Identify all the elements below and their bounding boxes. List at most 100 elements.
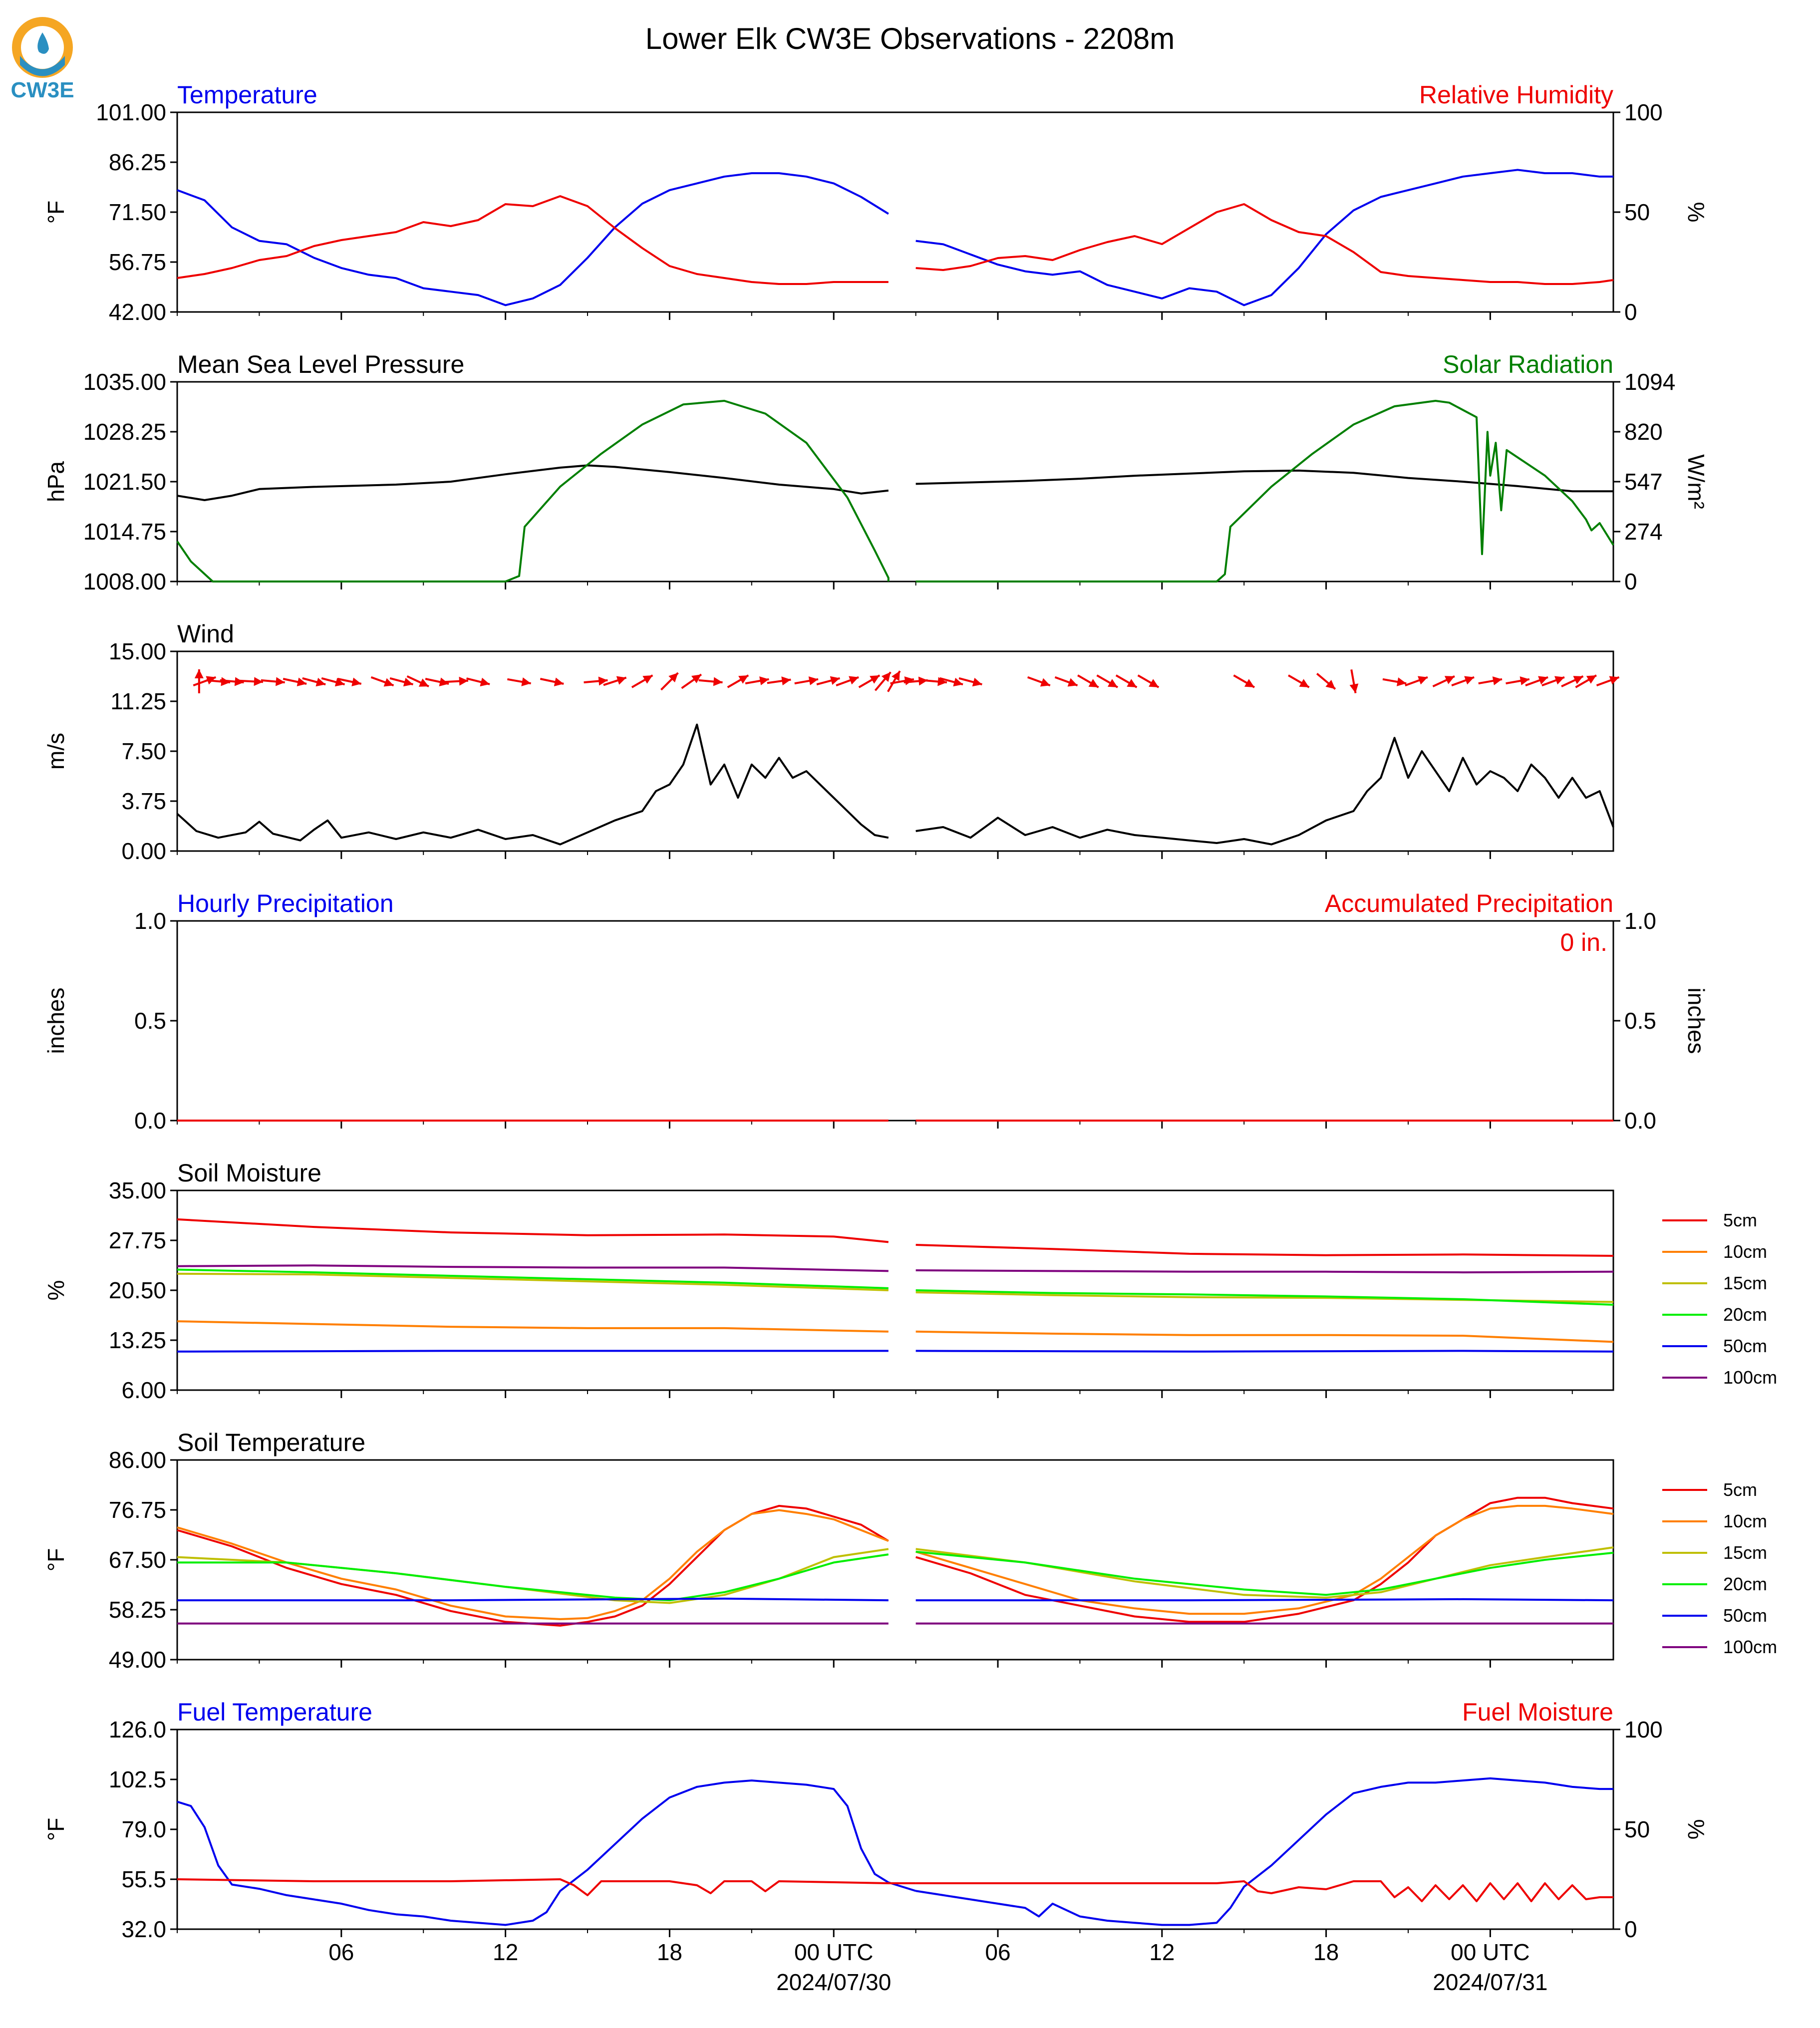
- panel-title-left: Mean Sea Level Pressure: [177, 350, 464, 378]
- wind-arrow: [958, 677, 982, 687]
- series-line-solar-radiation: [176, 400, 890, 582]
- wind-arrow-head: [1107, 679, 1118, 687]
- wind-arrow-head: [1349, 683, 1359, 693]
- y-tick-label-right: 1094: [1624, 369, 1675, 395]
- accumulated-total-label: 0 in.: [1560, 928, 1607, 956]
- wind-arrow: [194, 669, 204, 693]
- y-tick-label: 0.5: [134, 1008, 166, 1034]
- legend-label: 50cm: [1723, 1605, 1767, 1626]
- wind-arrow: [1137, 674, 1160, 688]
- y-tick-label: 126.0: [109, 1717, 166, 1742]
- y-tick-label: 86.25: [109, 149, 166, 175]
- y-tick-label: 71.50: [109, 199, 166, 225]
- wind-arrow: [858, 674, 881, 688]
- panel-title-right: Accumulated Precipitation: [1325, 889, 1613, 917]
- wind-arrow: [1233, 674, 1255, 688]
- wind-arrow: [631, 674, 653, 688]
- legend-label: 10cm: [1723, 1241, 1767, 1262]
- series-line-fuel-moisture: [915, 1880, 1613, 1902]
- series-line-mean-sea-level-pressure: [177, 464, 889, 501]
- wind-arrow-head: [1299, 679, 1309, 687]
- wind-arrow-head: [808, 676, 819, 685]
- series-line-20cm: [177, 1268, 889, 1289]
- y-tick-label: 20.50: [109, 1277, 166, 1303]
- y-tick-label: 0.0: [134, 1108, 166, 1134]
- wind-arrow: [1561, 675, 1584, 687]
- wind-arrow: [406, 675, 429, 687]
- y-tick-label-right: 50: [1624, 199, 1650, 225]
- series-line-temperature: [915, 169, 1613, 306]
- wind-arrow-head: [668, 673, 678, 683]
- series-line-100cm: [915, 1269, 1614, 1274]
- series-line-mean-sea-level-pressure: [915, 469, 1613, 493]
- wind-arrow-head: [194, 669, 204, 678]
- wind-arrow: [698, 677, 723, 686]
- x-date-label: 2024/07/30: [776, 1969, 891, 1995]
- wind-arrow-head: [849, 676, 859, 685]
- wind-arrow-head: [418, 678, 429, 687]
- y-tick-label: 7.50: [121, 738, 166, 764]
- wind-arrow: [239, 677, 264, 686]
- x-date-label: 2024/07/31: [1433, 1969, 1547, 1995]
- wind-arrow: [1478, 676, 1503, 685]
- wind-arrow: [874, 671, 892, 691]
- wind-arrow: [466, 677, 490, 687]
- y-tick-label: 58.25: [109, 1597, 166, 1623]
- wind-arrow: [261, 677, 285, 686]
- series-line-20cm: [915, 1550, 1614, 1596]
- y-tick-label: 86.00: [109, 1447, 166, 1473]
- y-tick-label-right: 50: [1624, 1816, 1650, 1842]
- wind-arrow-head: [459, 676, 468, 686]
- wind-arrow-head: [891, 671, 900, 681]
- wind-arrow: [425, 677, 449, 687]
- panel-soil_moisture: Soil Moisture 35.00 27.75 20.50 13.25 6.00% 5c…: [43, 1159, 1777, 1403]
- wind-arrow-head: [1325, 679, 1335, 689]
- wind-arrow-head: [953, 677, 963, 687]
- wind-arrow-head: [1149, 679, 1159, 687]
- y-tick-label-right: 0: [1624, 1916, 1637, 1942]
- y-tick-label: 27.75: [109, 1227, 166, 1253]
- y-tick-label: 1021.50: [83, 469, 166, 495]
- y-tick-label-right: 820: [1624, 419, 1663, 445]
- wind-arrow-head: [691, 674, 701, 683]
- y-tick-label: 15.00: [109, 638, 166, 664]
- series-line-100cm: [177, 1264, 889, 1272]
- wind-arrow-head: [554, 677, 564, 687]
- wind-arrow-head: [1464, 676, 1475, 685]
- wind-arrow-head: [870, 675, 880, 684]
- wind-arrow-head: [1418, 676, 1428, 685]
- wind-arrow: [1115, 674, 1138, 688]
- panel-title-left: Soil Temperature: [177, 1429, 365, 1456]
- wind-arrow-head: [297, 677, 307, 687]
- y-tick-label: 49.00: [109, 1647, 166, 1673]
- y-axis-label-left: m/s: [43, 733, 69, 770]
- series-line-wind-speed: [176, 723, 889, 846]
- wind-arrow-head: [1067, 678, 1078, 687]
- wind-arrow-head: [275, 677, 285, 686]
- wind-arrow-head: [1396, 677, 1407, 686]
- wind-arrow: [321, 677, 345, 687]
- wind-arrow-head: [521, 677, 531, 686]
- y-axis-label-right: %: [1683, 1819, 1709, 1840]
- legend-label: 15cm: [1723, 1542, 1767, 1563]
- wind-arrow: [922, 677, 947, 686]
- y-tick-label: 1008.00: [83, 569, 166, 594]
- wind-arrow: [1506, 676, 1530, 685]
- wind-arrow-head: [1040, 678, 1050, 687]
- wind-arrow: [1596, 676, 1620, 687]
- panel-title-left: Soil Moisture: [177, 1159, 321, 1187]
- x-tick-label: 18: [657, 1939, 682, 1965]
- wind-arrow: [1349, 669, 1359, 693]
- wind-arrow-head: [480, 677, 490, 687]
- wind-arrow-head: [334, 677, 345, 687]
- series-line-10cm: [177, 1320, 889, 1333]
- panel-title-left: Temperature: [177, 81, 317, 109]
- wind-arrow: [939, 677, 963, 687]
- wind-arrow: [836, 676, 859, 687]
- wind-arrow-head: [315, 677, 326, 687]
- x-tick-label: 12: [1149, 1939, 1175, 1965]
- panel-title-right: Relative Humidity: [1419, 81, 1613, 109]
- wind-arrow: [584, 676, 608, 686]
- wind-arrow: [1316, 673, 1336, 690]
- legend-label: 100cm: [1723, 1637, 1777, 1657]
